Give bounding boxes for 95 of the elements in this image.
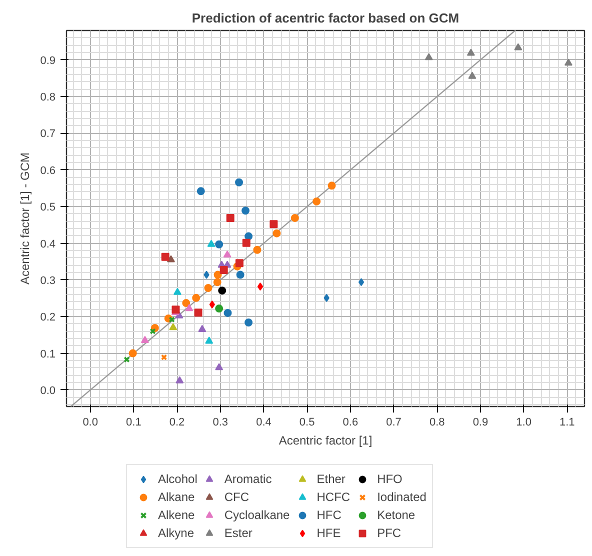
point xyxy=(324,294,330,302)
point xyxy=(215,304,224,313)
point xyxy=(198,324,206,332)
y-tick-label: 0.9 xyxy=(40,54,56,67)
legend-label: Alkane xyxy=(158,489,195,505)
y-tick-label: 0.8 xyxy=(40,92,56,104)
point xyxy=(242,206,250,215)
legend-label: Alcohol xyxy=(158,471,198,487)
legend-label: HFC xyxy=(316,507,342,523)
point xyxy=(182,299,190,308)
point xyxy=(218,286,226,295)
point xyxy=(204,270,210,279)
point xyxy=(168,316,175,323)
point xyxy=(290,214,299,222)
x-tick-label: 0.5 xyxy=(299,416,315,428)
y-tick-label: 0.7 xyxy=(40,128,56,140)
x-tick-label: 0.9 xyxy=(472,416,488,428)
y-tick-label: 0.0 xyxy=(40,384,56,397)
point xyxy=(244,318,253,326)
point xyxy=(124,356,130,363)
y-tick-label: 0.2 xyxy=(40,312,56,324)
point xyxy=(220,266,228,274)
point xyxy=(214,270,222,279)
point xyxy=(169,323,178,330)
chart-title: Prediction of acentric factor based on GCM xyxy=(192,10,460,26)
point xyxy=(160,354,168,360)
point xyxy=(514,43,522,50)
point xyxy=(176,376,184,384)
legend-label: Alkene xyxy=(158,507,195,523)
point xyxy=(204,284,212,292)
legend-label: Aromatic xyxy=(224,471,272,487)
point xyxy=(270,220,278,228)
point xyxy=(235,178,244,186)
point xyxy=(140,336,149,343)
point xyxy=(257,282,264,291)
legend-label: CFC xyxy=(224,489,250,505)
point xyxy=(253,246,262,254)
point xyxy=(205,336,214,344)
point xyxy=(312,197,321,206)
point xyxy=(468,72,476,79)
x-axis-title: Acentric factor [1] xyxy=(278,434,372,448)
point xyxy=(424,53,433,60)
point xyxy=(128,349,137,358)
point xyxy=(166,255,175,262)
x-tick-label: 1.1 xyxy=(560,416,575,428)
point xyxy=(272,229,281,238)
point xyxy=(328,182,336,190)
point xyxy=(358,278,364,286)
point xyxy=(236,270,244,279)
point xyxy=(215,240,224,248)
point xyxy=(185,304,194,312)
x-tick-label: 1.0 xyxy=(516,416,532,428)
legend-label: Ketone xyxy=(377,507,416,523)
point xyxy=(194,308,202,317)
point xyxy=(466,48,475,56)
point xyxy=(235,259,244,268)
point xyxy=(224,308,232,317)
y-tick-label: 0.6 xyxy=(40,164,56,177)
point xyxy=(213,278,222,286)
x-tick-label: 0.3 xyxy=(212,416,228,428)
legend-label: HFE xyxy=(316,525,341,541)
point xyxy=(226,214,234,222)
point xyxy=(150,328,156,334)
y-tick-label: 0.1 xyxy=(40,348,56,360)
y-axis-title: Acentric factor [1] - GCM xyxy=(18,152,32,285)
point xyxy=(161,252,170,261)
x-tick-label: 0.1 xyxy=(126,416,142,428)
x-tick-label: 0.2 xyxy=(169,416,185,428)
point xyxy=(172,306,180,314)
point xyxy=(215,363,224,370)
point xyxy=(173,288,182,295)
legend-label: Ether xyxy=(316,471,346,487)
y-tick-label: 0.5 xyxy=(40,202,56,214)
y-tick-label: 0.3 xyxy=(40,274,56,287)
x-tick-label: 0.6 xyxy=(342,416,358,428)
legend-label: Iodinated xyxy=(377,489,426,505)
point xyxy=(196,187,205,196)
point xyxy=(242,238,250,247)
x-tick-label: 0.8 xyxy=(429,416,445,428)
legend-label: Alkyne xyxy=(158,525,194,541)
point xyxy=(564,58,572,66)
point xyxy=(207,240,216,247)
x-tick-label: 0.4 xyxy=(256,416,272,428)
point xyxy=(209,300,215,309)
x-tick-label: 0.0 xyxy=(82,416,98,428)
legend-label: Ester xyxy=(224,525,252,541)
point xyxy=(244,232,253,240)
y-tick-label: 0.4 xyxy=(40,238,56,250)
point xyxy=(223,250,232,258)
x-tick-label: 0.7 xyxy=(386,416,402,428)
legend-label: HCFC xyxy=(316,489,350,505)
legend-label: Cycloalkane xyxy=(224,507,290,523)
point xyxy=(192,294,200,302)
legend-label: PFC xyxy=(377,525,402,541)
legend-label: HFO xyxy=(377,471,402,487)
